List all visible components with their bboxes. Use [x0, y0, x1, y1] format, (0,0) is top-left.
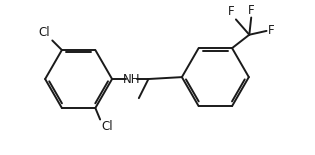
- Text: Cl: Cl: [39, 26, 50, 39]
- Text: F: F: [248, 4, 255, 17]
- Text: F: F: [228, 5, 235, 18]
- Text: NH: NH: [123, 73, 140, 86]
- Text: Cl: Cl: [101, 120, 113, 133]
- Text: F: F: [267, 24, 274, 37]
